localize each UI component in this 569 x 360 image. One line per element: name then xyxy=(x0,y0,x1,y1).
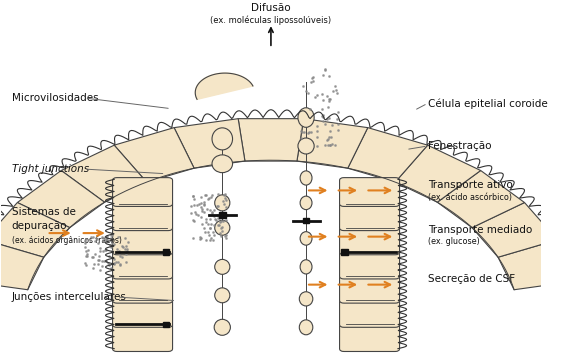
Text: Tight junctions: Tight junctions xyxy=(11,164,89,174)
Bar xyxy=(303,218,310,224)
Polygon shape xyxy=(174,119,245,168)
Text: (ex. glucose): (ex. glucose) xyxy=(428,238,480,247)
Ellipse shape xyxy=(212,128,233,150)
Text: Fenestração: Fenestração xyxy=(428,141,491,151)
Bar xyxy=(341,249,348,255)
Text: Difusão: Difusão xyxy=(251,3,291,13)
Polygon shape xyxy=(438,171,525,228)
FancyBboxPatch shape xyxy=(113,177,172,206)
Text: (ex. ácido ascórbico): (ex. ácido ascórbico) xyxy=(428,193,512,202)
Text: Sistemas de: Sistemas de xyxy=(11,207,75,217)
Ellipse shape xyxy=(298,108,314,127)
Ellipse shape xyxy=(214,319,230,335)
Bar xyxy=(219,212,225,218)
FancyBboxPatch shape xyxy=(113,250,172,279)
Polygon shape xyxy=(498,240,569,290)
Ellipse shape xyxy=(299,292,313,306)
FancyBboxPatch shape xyxy=(340,323,399,351)
Text: Célula epitelial coroide: Célula epitelial coroide xyxy=(428,98,547,109)
Ellipse shape xyxy=(215,288,230,303)
Polygon shape xyxy=(0,240,44,290)
Ellipse shape xyxy=(300,196,312,210)
Text: depuração: depuração xyxy=(11,221,67,231)
FancyBboxPatch shape xyxy=(340,274,399,303)
Polygon shape xyxy=(61,145,147,202)
Ellipse shape xyxy=(299,320,313,335)
FancyBboxPatch shape xyxy=(340,177,399,206)
Ellipse shape xyxy=(215,220,230,235)
FancyBboxPatch shape xyxy=(340,250,399,279)
Ellipse shape xyxy=(300,232,312,245)
Polygon shape xyxy=(395,145,481,202)
Ellipse shape xyxy=(300,260,312,274)
FancyBboxPatch shape xyxy=(340,202,399,231)
FancyBboxPatch shape xyxy=(340,298,399,327)
FancyBboxPatch shape xyxy=(113,323,172,351)
Bar xyxy=(163,321,170,327)
FancyBboxPatch shape xyxy=(113,226,172,255)
Polygon shape xyxy=(472,203,557,257)
Polygon shape xyxy=(0,203,70,257)
FancyBboxPatch shape xyxy=(113,298,172,327)
Polygon shape xyxy=(348,128,428,182)
Text: Secreção de CSF: Secreção de CSF xyxy=(428,274,515,284)
Ellipse shape xyxy=(215,195,230,211)
FancyBboxPatch shape xyxy=(113,202,172,231)
Polygon shape xyxy=(195,73,253,99)
Ellipse shape xyxy=(212,155,233,173)
Ellipse shape xyxy=(215,260,230,274)
Text: Transporte ativo: Transporte ativo xyxy=(428,180,513,190)
Text: (ex. ácidos orgânicos fracos): (ex. ácidos orgânicos fracos) xyxy=(11,236,121,245)
Text: Microvilosidades: Microvilosidades xyxy=(11,93,98,103)
Polygon shape xyxy=(238,119,304,161)
Polygon shape xyxy=(114,128,194,182)
Text: Transporte mediado: Transporte mediado xyxy=(428,225,532,234)
Bar xyxy=(163,249,170,255)
FancyBboxPatch shape xyxy=(340,226,399,255)
Polygon shape xyxy=(297,119,368,168)
Ellipse shape xyxy=(298,138,314,154)
FancyBboxPatch shape xyxy=(113,274,172,303)
Text: (ex. moléculas lipossolúveis): (ex. moléculas lipossolúveis) xyxy=(211,15,332,25)
Text: Junções intercelulares: Junções intercelulares xyxy=(11,292,126,302)
Polygon shape xyxy=(17,171,105,228)
Ellipse shape xyxy=(300,171,312,185)
